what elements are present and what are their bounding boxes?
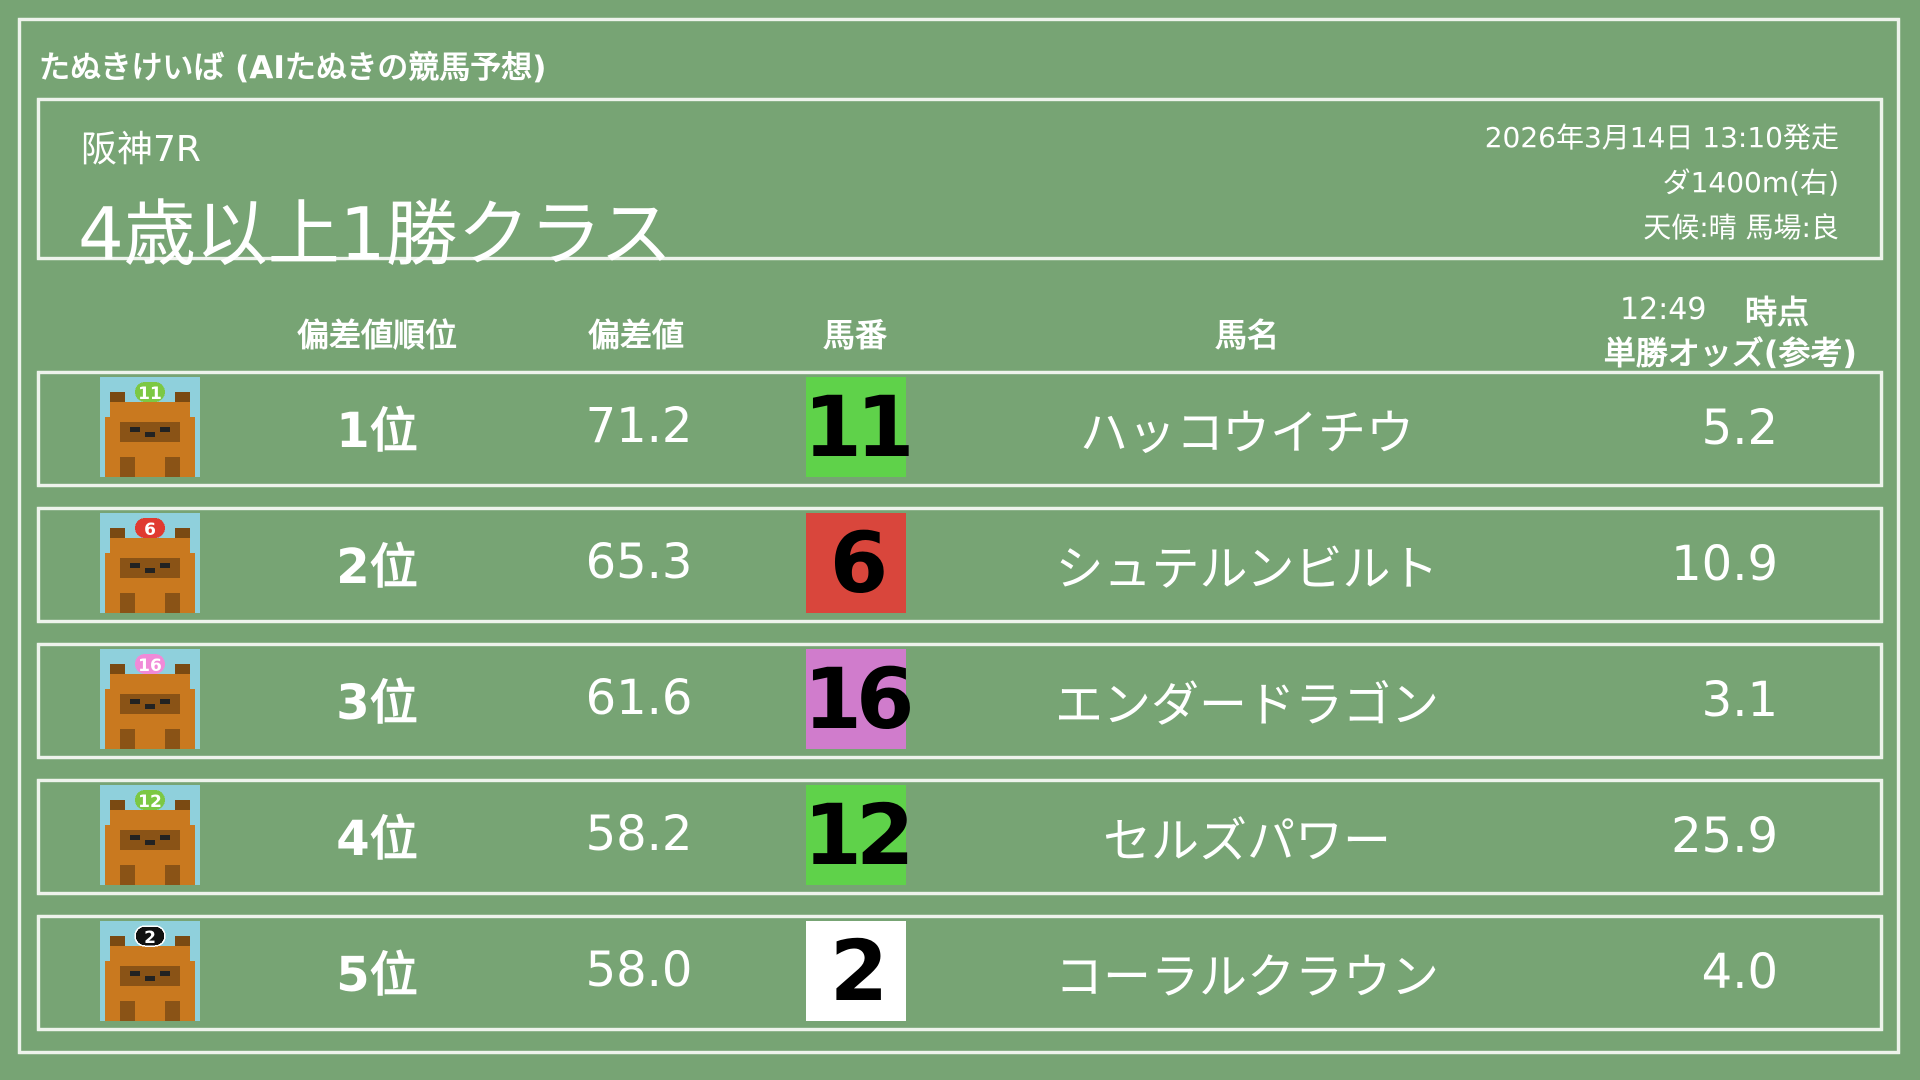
win-odds: 10.9 <box>1671 536 1778 592</box>
horse-number-badge: 6 <box>806 513 906 613</box>
tanuki-avatar: 2 <box>100 921 200 1021</box>
col-rank: 偏差値順位 <box>296 316 458 354</box>
horse-row[interactable] <box>37 915 1883 1031</box>
horse-row[interactable] <box>37 643 1883 759</box>
horse-number-badge: 2 <box>806 921 906 1021</box>
app-title: たぬきけいば (AIたぬきの競馬予想) <box>39 50 547 86</box>
svg-text:11: 11 <box>138 384 162 404</box>
horse-number-badge: 11 <box>803 377 914 477</box>
horse-name: シュテルンビルト <box>1055 541 1439 597</box>
svg-text:16: 16 <box>138 656 162 676</box>
col-score: 偏差値 <box>587 316 685 354</box>
col-number: 馬番 <box>822 316 888 354</box>
race-conditions: 天候:晴 馬場:良 <box>1643 211 1839 244</box>
rank: 4位 <box>336 811 418 867</box>
col-name: 馬名 <box>1214 316 1280 354</box>
tanuki-avatar: 11 <box>100 377 200 477</box>
horse-row[interactable] <box>37 779 1883 895</box>
rank: 3位 <box>336 675 418 731</box>
race-header <box>37 98 1883 260</box>
horse-row[interactable] <box>37 507 1883 623</box>
win-odds: 4.0 <box>1701 944 1778 1000</box>
horse-row[interactable] <box>37 371 1883 487</box>
board-frame <box>18 18 1900 1054</box>
race-course: ダ1400m(右) <box>1662 166 1839 199</box>
win-odds: 3.1 <box>1701 672 1778 728</box>
horse-name: コーラルクラウン <box>1054 949 1440 1005</box>
horse-name: セルズパワー <box>1102 813 1392 869</box>
horse-name: エンダードラゴン <box>1054 677 1440 733</box>
svg-text:6: 6 <box>144 520 156 540</box>
horse-number-badge: 12 <box>803 785 914 885</box>
horse-name: ハッコウイチウ <box>1079 405 1415 461</box>
col-odds-time: 12:49 <box>1620 292 1707 327</box>
tanuki-avatar: 12 <box>100 785 200 885</box>
tanuki-avatar: 6 <box>100 513 200 613</box>
win-odds: 25.9 <box>1671 808 1778 864</box>
col-odds: 単勝オッズ(参考) <box>1603 334 1857 372</box>
score: 65.3 <box>585 534 693 590</box>
score: 58.2 <box>585 806 693 862</box>
score: 71.2 <box>585 398 693 454</box>
race-datetime: 2026年3月14日 13:10発走 <box>1484 121 1839 154</box>
win-odds: 5.2 <box>1701 400 1778 456</box>
rank: 1位 <box>336 403 418 459</box>
race-venue-round: 阪神7R <box>81 129 201 170</box>
col-odds-time-suffix: 時点 <box>1745 293 1810 331</box>
rank: 2位 <box>336 539 418 595</box>
race-name: 4歳以上1勝クラス <box>78 192 673 276</box>
tanuki-avatar: 16 <box>100 649 200 749</box>
score: 61.6 <box>585 670 693 726</box>
horse-number-badge: 16 <box>803 649 914 749</box>
score: 58.0 <box>585 942 693 998</box>
svg-text:2: 2 <box>144 928 156 948</box>
svg-text:12: 12 <box>138 792 162 812</box>
rank: 5位 <box>336 947 418 1003</box>
